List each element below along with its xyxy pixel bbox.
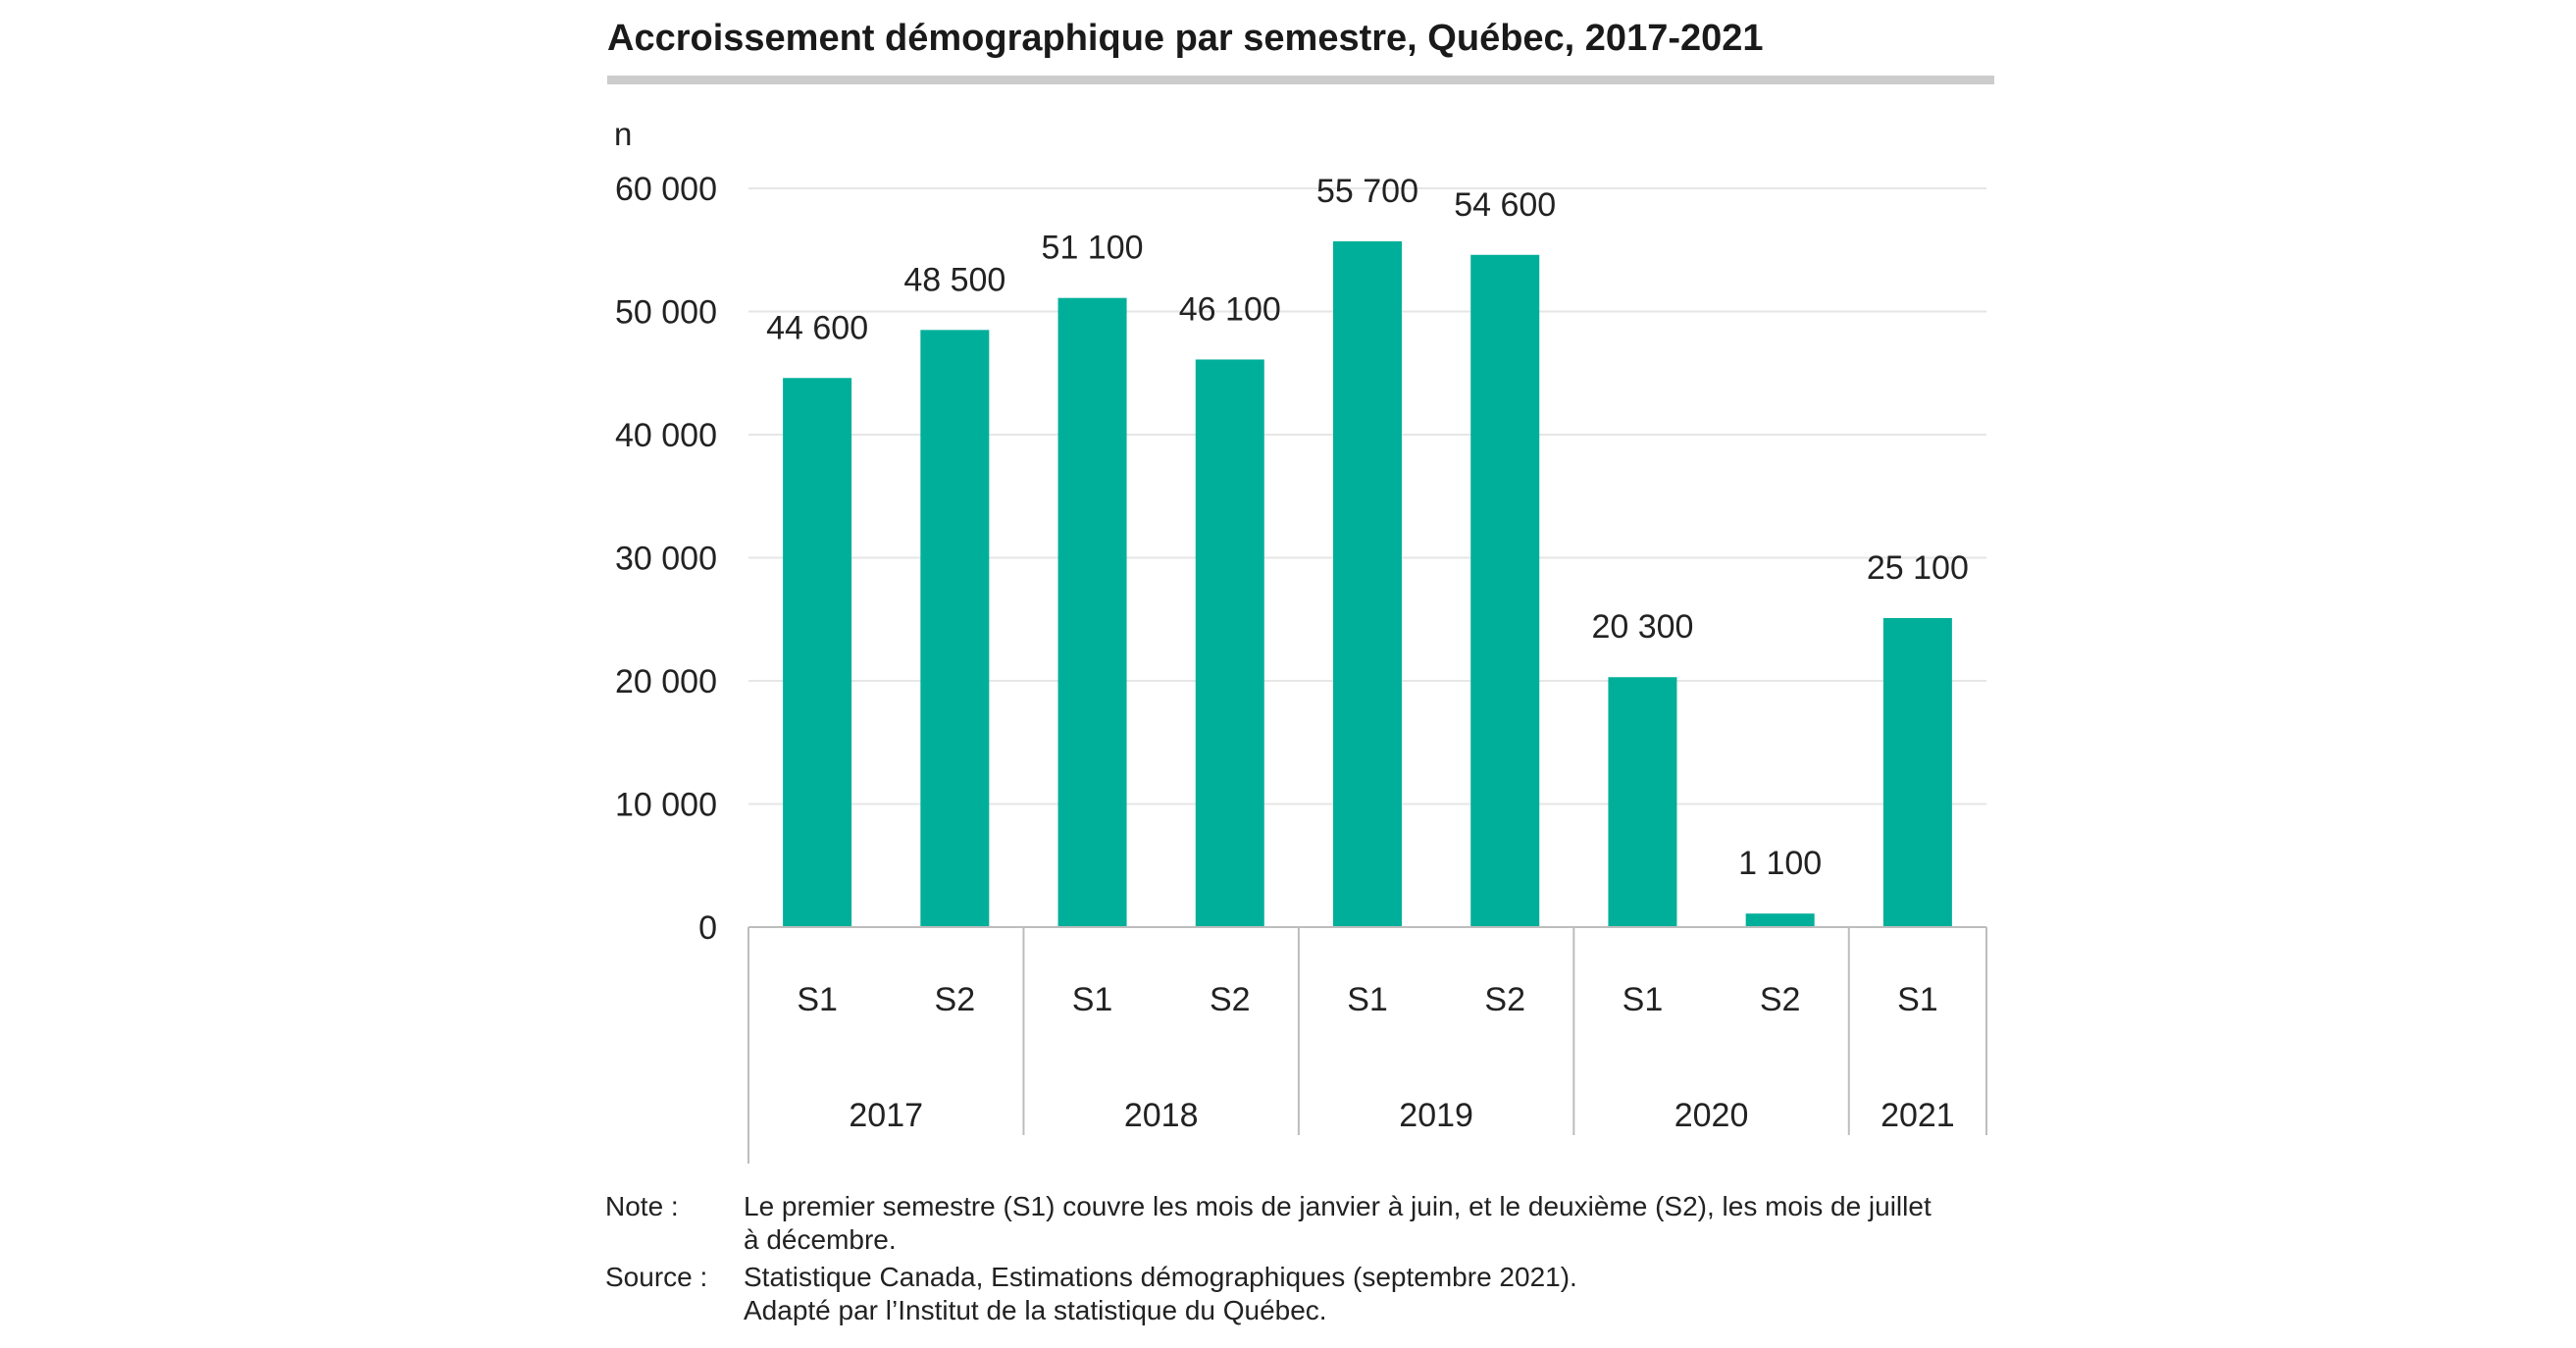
- x-tick-label: S2: [1484, 981, 1525, 1018]
- source-label: Source :: [605, 1262, 708, 1292]
- source-text-line2: Adapté par l’Institut de la statistique …: [744, 1295, 1327, 1325]
- x-group-label: 2019: [1399, 1097, 1473, 1134]
- x-group-label: 2021: [1880, 1097, 1955, 1134]
- bar: [1057, 297, 1127, 927]
- x-group-label: 2017: [849, 1097, 923, 1134]
- data-label: 20 300: [1591, 608, 1693, 646]
- data-label: 48 500: [903, 261, 1005, 298]
- bar: [1470, 254, 1540, 927]
- y-tick-label: 10 000: [615, 787, 717, 824]
- bar: [920, 330, 990, 927]
- x-tick-label: S1: [1072, 981, 1113, 1018]
- x-tick-label: S2: [935, 981, 976, 1018]
- x-tick-label: S1: [797, 981, 838, 1018]
- bar: [1333, 240, 1402, 928]
- x-tick-label: S1: [1623, 981, 1664, 1018]
- data-label: 46 100: [1179, 290, 1281, 328]
- title-rule: [607, 76, 1994, 84]
- y-tick-label: 30 000: [615, 541, 717, 578]
- bar: [1195, 359, 1264, 927]
- x-tick-label: S1: [1897, 981, 1938, 1018]
- x-tick-label: S1: [1347, 981, 1388, 1018]
- chart-title: Accroissement démographique par semestre…: [607, 18, 1764, 59]
- data-label: 54 600: [1454, 186, 1556, 224]
- data-label: 1 100: [1738, 845, 1822, 882]
- x-tick-label: S2: [1210, 981, 1251, 1018]
- y-tick-label: 60 000: [615, 171, 717, 208]
- y-tick-label: 50 000: [615, 294, 717, 332]
- note-text-line1: Le premier semestre (S1) couvre les mois…: [744, 1191, 1932, 1221]
- note-label: Note :: [605, 1191, 679, 1221]
- y-tick-label: 0: [698, 909, 717, 947]
- bar: [1882, 617, 1952, 927]
- x-group-label: 2020: [1674, 1097, 1749, 1134]
- y-tick-label: 20 000: [615, 663, 717, 700]
- bar: [783, 378, 852, 927]
- x-group-label: 2018: [1124, 1097, 1199, 1134]
- data-label: 25 100: [1867, 549, 1969, 587]
- y-axis-unit-label: n: [614, 116, 633, 152]
- data-label: 55 700: [1316, 173, 1418, 210]
- data-label: 51 100: [1042, 230, 1144, 267]
- bar: [1608, 677, 1677, 927]
- x-tick-label: S2: [1760, 981, 1801, 1018]
- bar: [1745, 913, 1815, 927]
- source-text-line1: Statistique Canada, Estimations démograp…: [744, 1262, 1577, 1292]
- note-text-line2: à décembre.: [744, 1224, 897, 1255]
- data-label: 44 600: [766, 309, 868, 346]
- y-tick-label: 40 000: [615, 417, 717, 454]
